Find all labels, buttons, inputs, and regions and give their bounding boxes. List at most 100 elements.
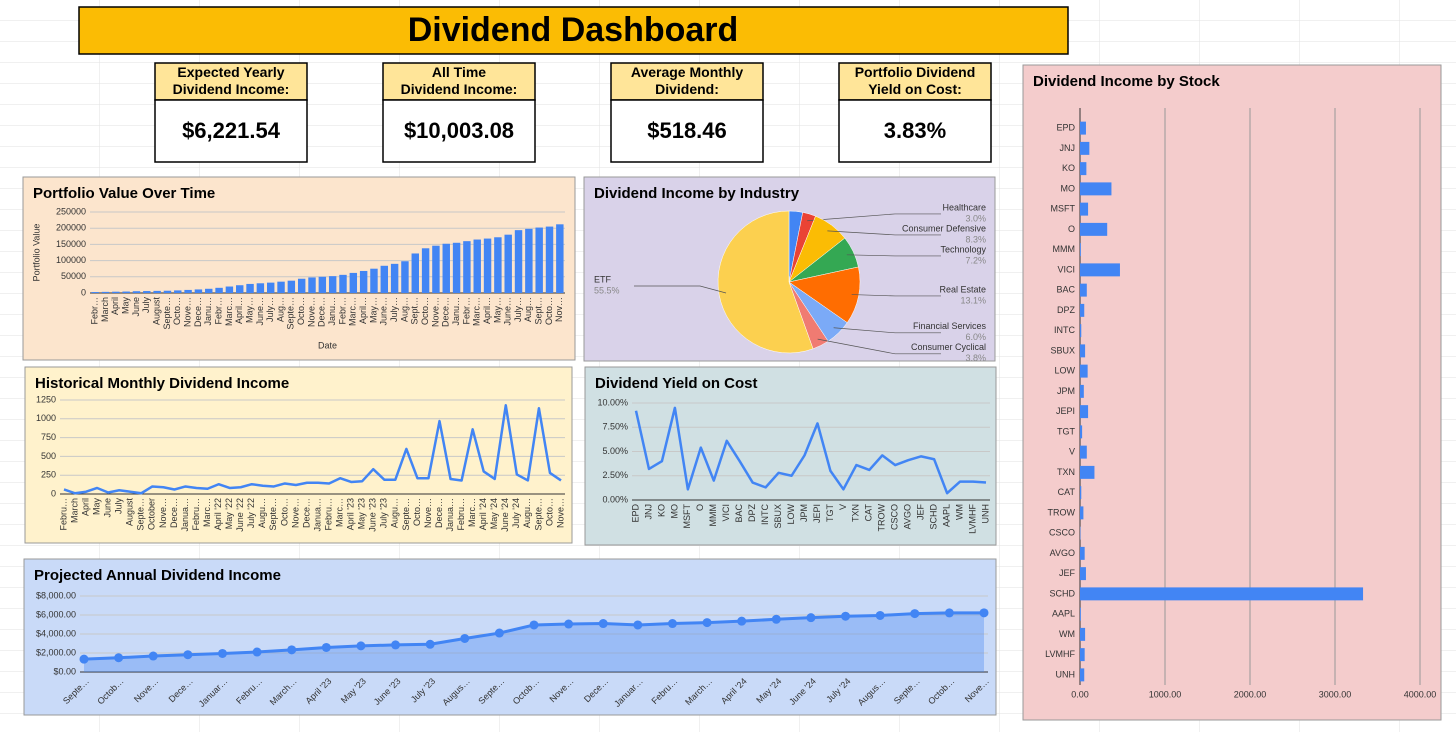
y-tick-label: 0.00% (602, 494, 628, 504)
x-tick-label: Septe… (401, 498, 411, 531)
y-tick-label: 500 (41, 451, 56, 461)
x-tick-label: AVGO (903, 504, 913, 529)
line (634, 406, 987, 495)
y-tick-label: $4,000.00 (36, 628, 76, 638)
x-tick-label: May (121, 297, 131, 315)
dashboard-title: Dividend Dashboard (408, 11, 739, 49)
x-tick-label: Dece… (193, 297, 203, 327)
point (148, 651, 158, 661)
bar (1080, 384, 1084, 398)
x-tick-label: June… (379, 297, 389, 326)
chart-panel: Projected Annual Dividend Income $0.00 $2,… (23, 558, 997, 716)
x-tick-label: April (80, 498, 90, 516)
x-tick-label: LVMHF (967, 504, 977, 534)
kpi-label: Average Monthly Dividend: (631, 64, 743, 97)
x-tick-label: SCHD (929, 504, 939, 530)
bar (504, 234, 512, 293)
x-tick-label: Augu… (522, 498, 532, 528)
x-tick-label: 0.00 (1071, 689, 1089, 699)
bar (1080, 303, 1085, 317)
x-tick-label: Octo… (279, 498, 289, 526)
bar (1080, 567, 1086, 581)
x-tick-label: June (131, 297, 141, 317)
chart-title: Dividend Income by Stock (1033, 73, 1220, 90)
kpi-label: All Time Dividend Income: (401, 64, 518, 97)
x-tick-label: June (103, 498, 113, 518)
chart-title: Historical Monthly Dividend Income (35, 375, 289, 392)
x-tick-label: July '22 (246, 498, 256, 528)
point (737, 616, 747, 626)
point (841, 611, 851, 621)
x-tick-label: JNJ (643, 504, 653, 520)
point (79, 654, 89, 664)
kpi-label-box (154, 62, 308, 101)
slice-label: Healthcare (942, 202, 986, 212)
x-tick-label: Janua… (180, 498, 190, 532)
x-tick-label: MMM (708, 504, 718, 527)
x-tick-label: Febru… (456, 498, 466, 531)
point (460, 633, 470, 643)
x-tick-label: May '22 (224, 498, 234, 529)
bar (1080, 121, 1086, 135)
x-tick-label: July… (265, 297, 275, 322)
bar (132, 291, 141, 293)
x-tick-label: Marc… (202, 498, 212, 527)
x-tick-label: Septe… (533, 498, 543, 531)
y-tick-label: $0.00 (53, 666, 76, 676)
y-tick-label: INTC (1054, 325, 1075, 335)
y-tick-label: TROW (1048, 507, 1076, 517)
x-tick-label: Septe… (268, 498, 278, 531)
bar (1080, 162, 1087, 176)
x-tick-label: Septe… (136, 498, 146, 531)
x-tick-label: Dece… (301, 498, 311, 528)
bar (122, 291, 130, 293)
bar (1080, 364, 1088, 378)
point (771, 614, 781, 624)
chart-panel: Historical Monthly Dividend Income 0 250 50… (24, 366, 573, 544)
kpi-value-box (838, 99, 992, 163)
x-tick-label: INTC (760, 504, 770, 525)
x-tick-label: V (838, 504, 848, 510)
x-axis-label: Date (318, 340, 337, 350)
bar (1080, 222, 1108, 236)
panel-bg (1022, 64, 1442, 721)
x-tick-label: Octo… (544, 498, 554, 526)
x-tick-label: BAC (734, 504, 744, 523)
y-tick-label: 7.50% (602, 422, 628, 432)
bar (1080, 607, 1081, 621)
x-tick-label: TXN (851, 504, 861, 522)
panel-bg (584, 366, 997, 546)
bar (184, 289, 192, 293)
x-tick-label: July (114, 498, 124, 515)
bar (359, 270, 368, 293)
bar (494, 237, 502, 293)
slice-value: 13.1% (960, 295, 986, 305)
bar (266, 282, 275, 293)
bar (1080, 263, 1120, 277)
kpi-value-box (610, 99, 764, 163)
leader-line (817, 338, 941, 355)
point (910, 609, 920, 619)
x-tick-label: AAPL (941, 504, 951, 527)
y-tick-label: JEPI (1056, 406, 1075, 416)
y-tick-label: 2.50% (602, 470, 628, 480)
kpi-value-box (382, 99, 536, 163)
point (875, 610, 885, 620)
y-tick-label: SCHD (1049, 588, 1075, 598)
x-tick-label: Dece… (434, 498, 444, 528)
x-tick-label: June '22 (235, 498, 245, 532)
point (702, 618, 712, 628)
point (529, 620, 539, 630)
bar (452, 242, 461, 293)
x-tick-label: JEPI (812, 504, 822, 523)
x-tick-label: Octo… (172, 297, 182, 325)
header-box (78, 6, 1069, 55)
bar (535, 227, 543, 293)
x-tick-label: JEF (916, 504, 926, 521)
y-tick-label: LOW (1054, 366, 1075, 376)
y-tick-label: EPD (1056, 123, 1075, 133)
y-tick-label: 200000 (56, 223, 86, 233)
bar (483, 238, 492, 293)
x-tick-label: Febr… (461, 297, 471, 325)
bar (194, 289, 203, 293)
